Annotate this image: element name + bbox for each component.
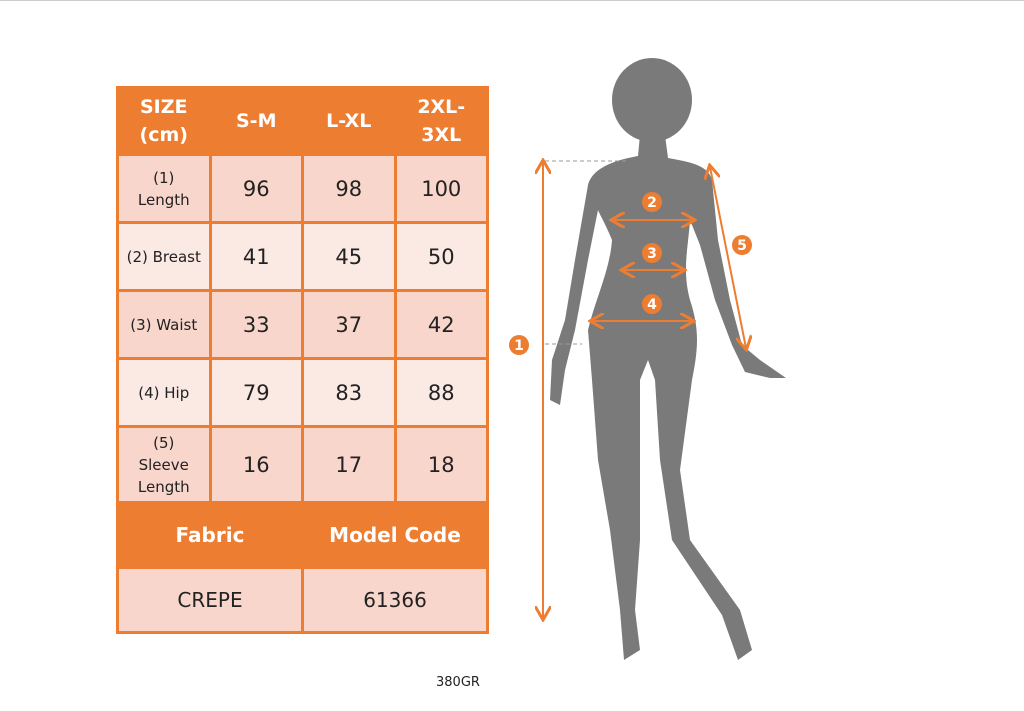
model-code-value: 61366 <box>301 566 489 634</box>
marker-3: 3 <box>647 246 657 262</box>
header-s-m: S-M <box>208 86 304 156</box>
marker-1: 1 <box>514 338 524 354</box>
cell: 79 <box>208 357 304 428</box>
table-row: (1) Length 96 98 100 <box>116 153 489 224</box>
cell: 16 <box>208 425 304 504</box>
fabric-header: Fabric <box>116 501 304 569</box>
row-label: (3) Waist <box>116 289 212 360</box>
sleeve-arrow <box>710 167 746 348</box>
cell: 50 <box>393 221 489 292</box>
marker-5: 5 <box>737 238 747 254</box>
table-row: (3) Waist 33 37 42 <box>116 289 489 360</box>
header-l-xl: L-XL <box>301 86 397 156</box>
model-code-header: Model Code <box>301 501 489 569</box>
row-label: (1) Length <box>116 153 212 224</box>
row-label: (2) Breast <box>116 221 212 292</box>
table-row: (5) Sleeve Length 16 17 18 <box>116 425 489 504</box>
marker-4: 4 <box>647 297 657 313</box>
silhouette <box>550 58 786 660</box>
top-border <box>0 0 1024 1</box>
cell: 88 <box>393 357 489 428</box>
table-row: (2) Breast 41 45 50 <box>116 221 489 292</box>
fabric-value: CREPE <box>116 566 304 634</box>
cell: 17 <box>301 425 397 504</box>
cell: 18 <box>393 425 489 504</box>
header-size: SIZE (cm) <box>116 86 212 156</box>
cell: 96 <box>208 153 304 224</box>
cell: 37 <box>301 289 397 360</box>
row-label: (4) Hip <box>116 357 212 428</box>
marker-2: 2 <box>647 195 657 211</box>
body-measurement-figure: 1 2 3 4 5 <box>509 58 786 660</box>
cell: 41 <box>208 221 304 292</box>
cell: 100 <box>393 153 489 224</box>
cell: 83 <box>301 357 397 428</box>
weight-label: 380GR <box>436 675 480 690</box>
cell: 98 <box>301 153 397 224</box>
cell: 45 <box>301 221 397 292</box>
row-label: (5) Sleeve Length <box>116 425 212 504</box>
table-row: (4) Hip 79 83 88 <box>116 357 489 428</box>
cell: 42 <box>393 289 489 360</box>
cell: 33 <box>208 289 304 360</box>
size-chart-table: SIZE (cm) S-M L-XL 2XL- 3XL (1) Length 9… <box>116 86 489 634</box>
header-2xl-3xl: 2XL- 3XL <box>393 86 489 156</box>
